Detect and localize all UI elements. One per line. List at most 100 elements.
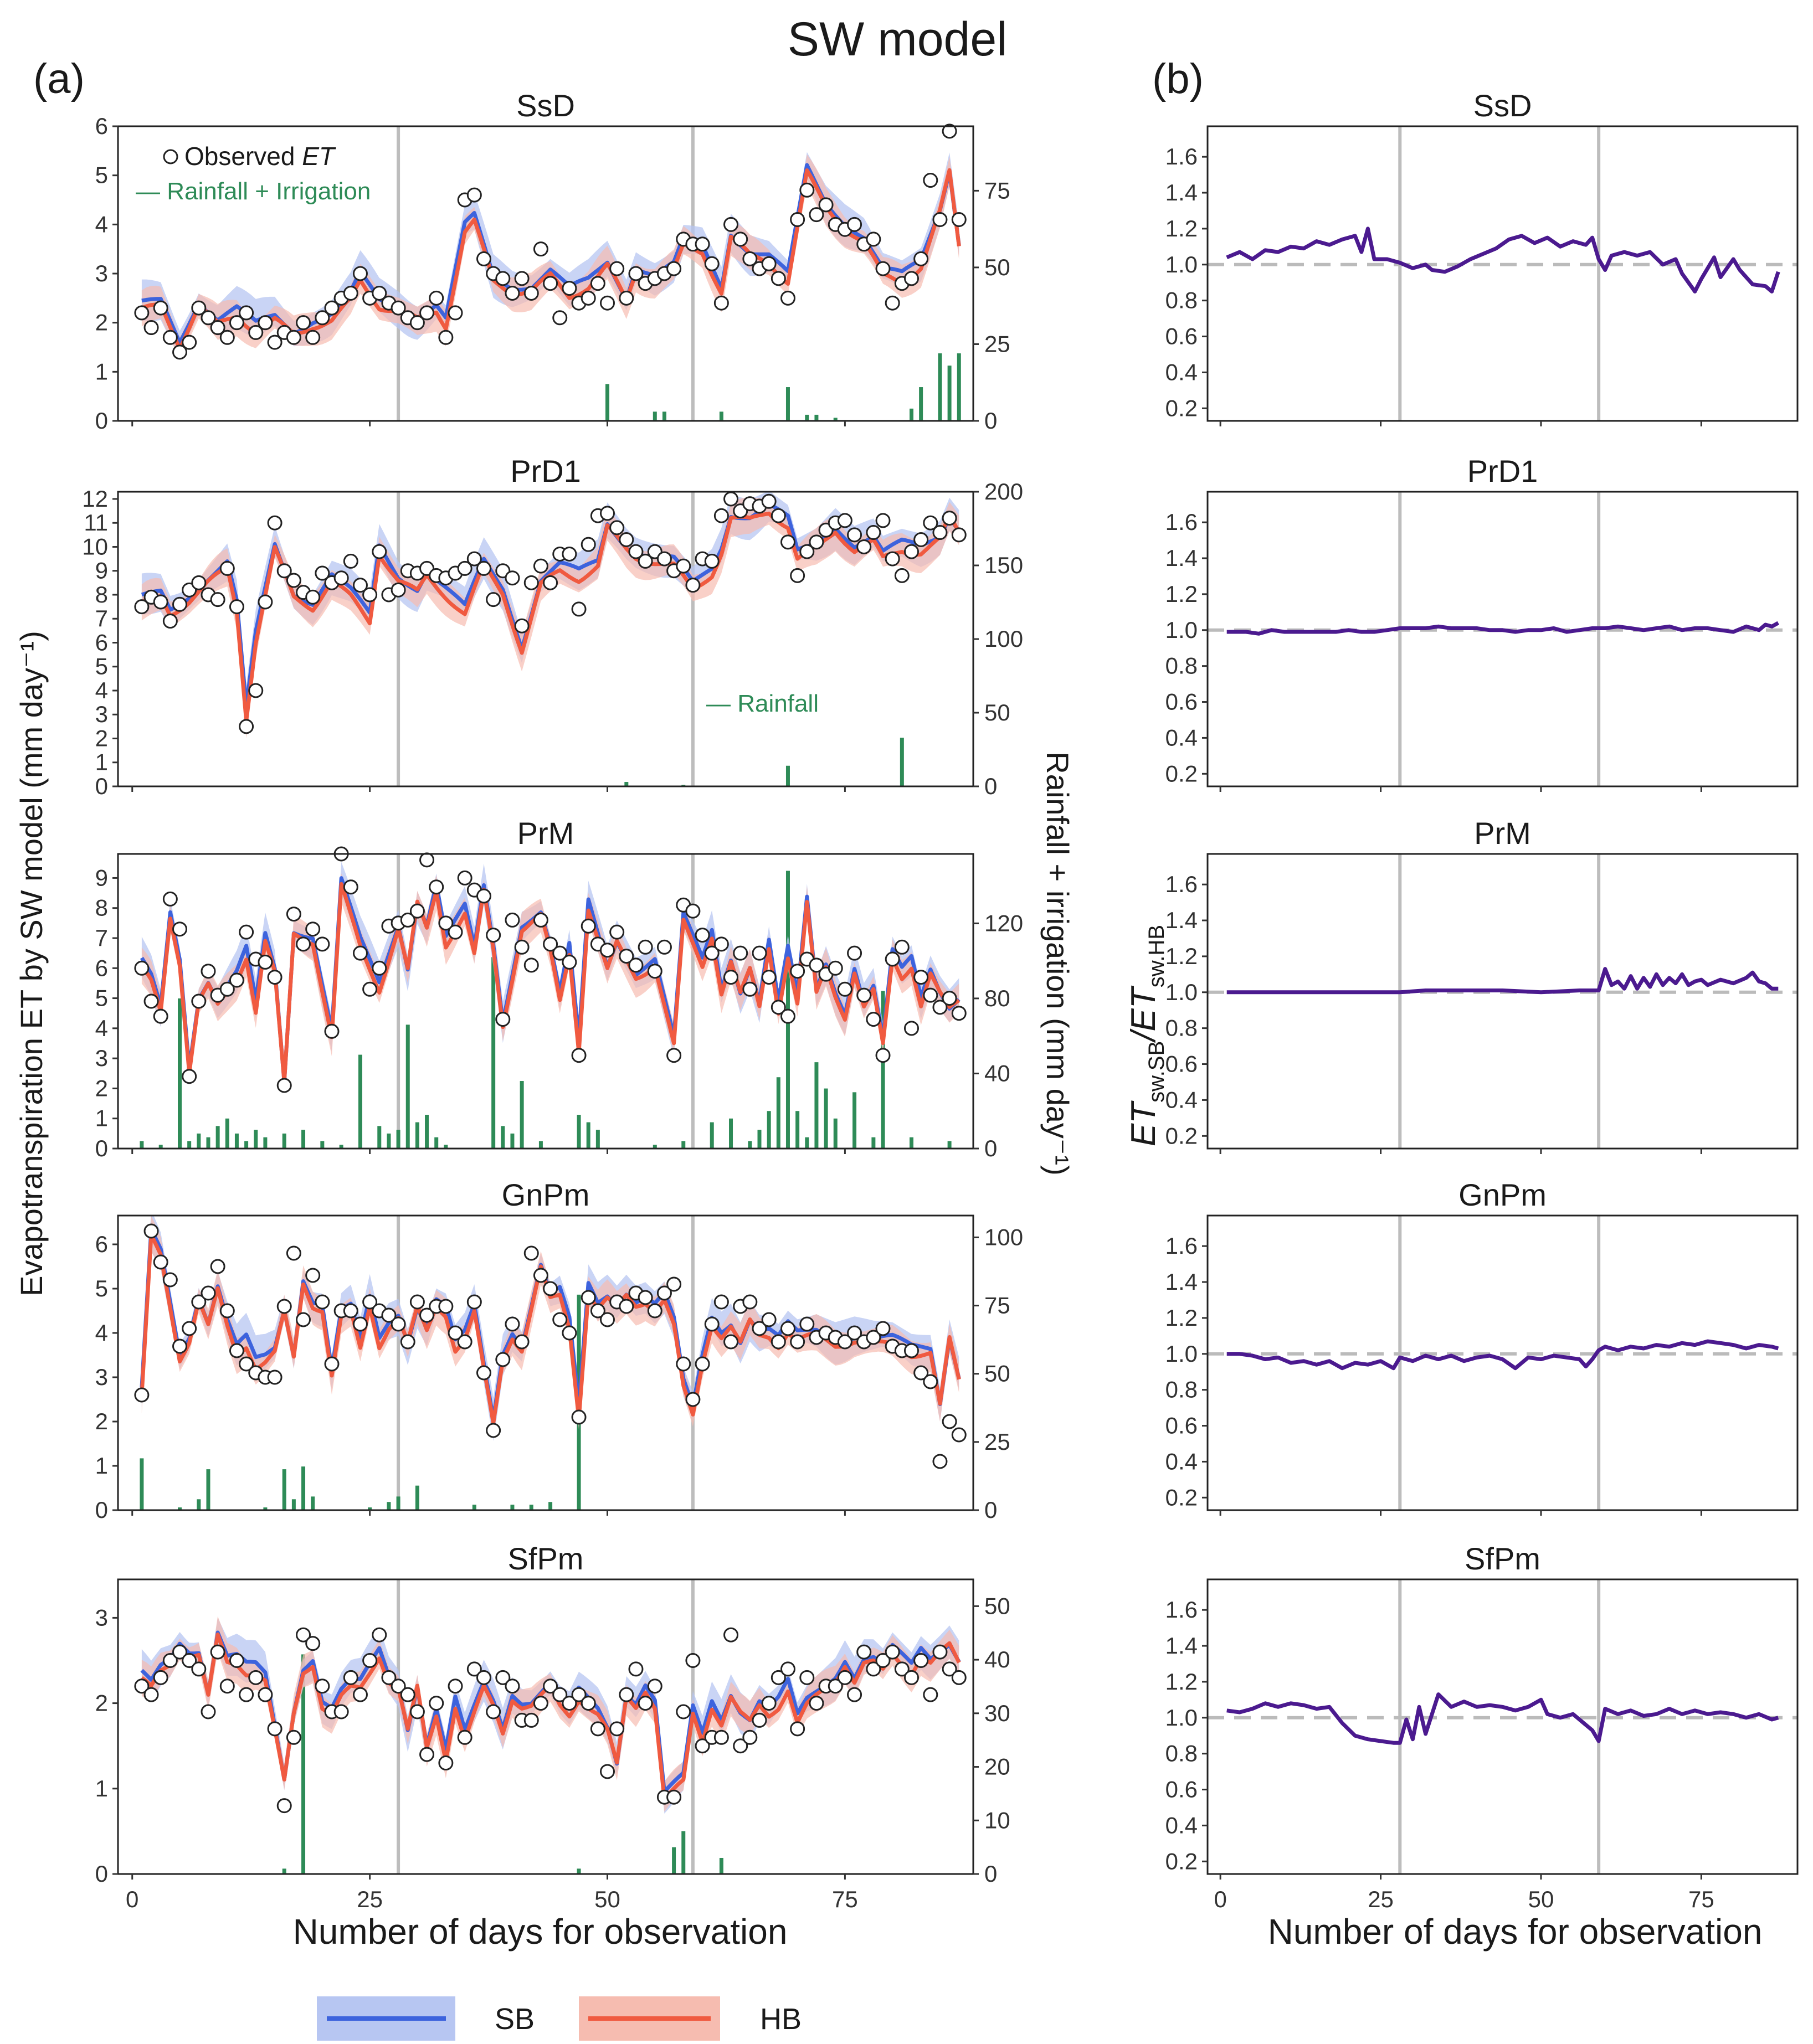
observed-point [951, 1427, 967, 1443]
observed-point [134, 305, 150, 321]
y-tick-label: 4 [95, 211, 108, 237]
rain-bar [909, 408, 913, 421]
hb-uncertainty-band [141, 1616, 959, 1812]
y2-tick-label: 120 [984, 910, 1023, 936]
observed-point [866, 1012, 881, 1027]
rain-bar [653, 411, 657, 421]
observed-point [514, 1334, 530, 1350]
observed-point [590, 276, 605, 291]
observed-point [400, 1687, 415, 1702]
observed-point [533, 558, 548, 574]
y-tick-label: 0.6 [1165, 1777, 1198, 1803]
hb-uncertainty-band [141, 154, 959, 359]
observed-point [143, 320, 159, 336]
observed-point [771, 1670, 786, 1685]
rain-bar [881, 991, 885, 1149]
observed-point [913, 970, 929, 985]
y2-tick-label: 50 [984, 1361, 1010, 1387]
observed-point [229, 1343, 244, 1358]
observed-point [324, 1023, 340, 1039]
ratio-subplot-title: SsD [1473, 88, 1532, 123]
rain-bar [710, 1122, 714, 1149]
observed-point [733, 945, 748, 961]
observed-point [638, 939, 653, 955]
y-tick-label: 1.4 [1165, 1269, 1198, 1295]
y2-tick-label: 80 [984, 985, 1010, 1011]
rain-bar [814, 414, 819, 421]
ratio-line [1226, 1692, 1779, 1745]
observed-point [457, 560, 472, 576]
observed-point [505, 912, 520, 928]
observed-point [286, 907, 301, 922]
observed-point [543, 575, 558, 590]
observed-point [913, 251, 929, 266]
y-tick-label: 0 [95, 408, 108, 434]
rain-bar [510, 1505, 515, 1510]
observed-point [362, 1652, 378, 1668]
observed-point [343, 285, 358, 301]
x-axis-label-a: Number of days for observation [293, 1912, 788, 1952]
observed-point [932, 525, 948, 540]
rain-bar [225, 1118, 229, 1149]
observed-point [866, 525, 881, 540]
observed-point [885, 1644, 900, 1660]
observed-point [219, 981, 235, 997]
observed-point [704, 945, 720, 961]
observed-point [258, 594, 273, 610]
observed-point [486, 1704, 501, 1719]
legend-sb-label: SB [495, 2002, 535, 2036]
y2-tick-label: 50 [984, 1593, 1010, 1619]
observed-point [780, 290, 795, 306]
observed-point [143, 1687, 159, 1702]
observed-point [505, 570, 520, 586]
ratio-subplot-PrM: PrM 0.2 0.4 0.6 0.8 1.0 1.2 1.4 1.6 [1165, 816, 1799, 1154]
rain-bar [785, 387, 790, 421]
y-tick-label: 0 [95, 1135, 108, 1161]
observed-point [799, 1670, 815, 1685]
observed-point [619, 532, 634, 548]
y-tick-label: 0.2 [1165, 1848, 1198, 1874]
observed-point [818, 197, 834, 213]
rain-bar [947, 365, 952, 421]
ratio-subplot-SsD: SsD 0.2 0.4 0.6 0.8 1.0 1.2 1.4 1.6 [1165, 88, 1799, 426]
observed-point [352, 578, 368, 593]
rain-bar [909, 1137, 913, 1149]
observed-point [656, 551, 672, 567]
observed-point [172, 596, 188, 612]
plot-frame [1206, 1578, 1799, 1875]
observed-point [296, 1312, 311, 1327]
observed-point [134, 960, 150, 976]
y-tick-label: 0.4 [1165, 359, 1198, 385]
observed-point [695, 1356, 710, 1372]
observed-point [505, 1679, 520, 1694]
rain-bar [919, 387, 923, 421]
ratio-label-main-2: ET [1124, 985, 1163, 1031]
legend-observed-marker [163, 149, 178, 164]
observed-point [134, 1679, 150, 1694]
observed-point [191, 1661, 207, 1677]
y-axis-label-right: Rainfall + irrigation (mm day⁻¹) [1040, 751, 1075, 1176]
y-tick-label: 1.6 [1165, 871, 1198, 897]
rain-bar [501, 1126, 505, 1149]
y-tick-label: 1.2 [1165, 215, 1198, 241]
observed-point [352, 1316, 368, 1332]
observed-point [153, 1008, 168, 1024]
y-tick-label: 1.0 [1165, 251, 1198, 277]
rain-bar [947, 1141, 952, 1149]
rain-bar [900, 738, 904, 786]
observed-point [951, 212, 967, 227]
observed-point [267, 1721, 283, 1737]
y-tick-label: 0.2 [1165, 395, 1198, 421]
observed-point [286, 1245, 301, 1261]
hb-uncertainty-band [141, 497, 959, 739]
observed-point [172, 1338, 188, 1354]
observed-point [448, 924, 463, 940]
y-tick-label: 4 [95, 1320, 108, 1346]
y-tick-label: 0.4 [1165, 1448, 1198, 1474]
observed-point [523, 285, 539, 301]
observed-point [409, 315, 425, 331]
rain-bar [311, 1496, 315, 1510]
